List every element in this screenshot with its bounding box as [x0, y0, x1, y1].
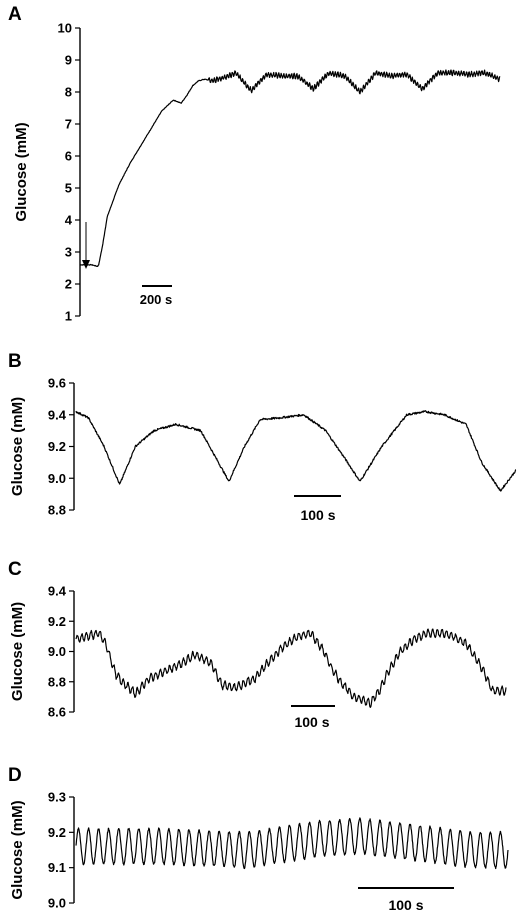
scale-bar-label: 100 s	[300, 507, 335, 523]
glucose-trace-line	[75, 628, 507, 708]
y-axis-label: Glucose (mM)	[9, 397, 26, 496]
y-tick-label: 9.3	[48, 790, 66, 805]
panel-label: B	[8, 351, 22, 372]
y-tick-label: 9.1	[48, 860, 66, 875]
scale-bar-label: 100 s	[294, 714, 329, 730]
glucose-trace-line	[75, 817, 509, 870]
y-axis-label: Glucose (mM)	[9, 602, 26, 701]
y-tick-label: 6	[65, 149, 72, 164]
panel-label: A	[8, 4, 22, 25]
y-tick-label: 9.2	[48, 825, 66, 840]
y-tick-label: 8.6	[48, 705, 66, 720]
y-tick-label: 9.0	[48, 471, 66, 486]
scale-bar-label: 100 s	[388, 897, 423, 913]
panel-b: B 8.8 9.0 9.2 9.4 9.6 Glucose (mM) 100 s	[8, 351, 517, 523]
y-tick-label: 9.0	[48, 644, 66, 659]
y-axis-label: Glucose (mM)	[13, 122, 30, 221]
panel-c: C 8.6 8.8 9.0 9.2 9.4 Glucose (mM) 100 s	[8, 559, 507, 730]
y-tick-label: 2	[65, 277, 72, 292]
panel-a: A 1 2 3 4 5 6 7 8 9 10 Glucose (mM) 200 s	[8, 4, 501, 324]
glucose-trace-line	[75, 410, 517, 492]
y-tick-label: 9.6	[48, 376, 66, 391]
y-tick-label: 5	[65, 181, 72, 196]
y-tick-label: 9.2	[48, 439, 66, 454]
y-tick-label: 3	[65, 245, 72, 260]
glucose-trace-line	[79, 69, 501, 267]
y-tick-label: 8	[65, 85, 72, 100]
y-tick-label: 9.2	[48, 614, 66, 629]
y-axis-label: Glucose (mM)	[9, 800, 26, 899]
arrow-head-icon	[82, 260, 90, 269]
y-tick-label: 4	[65, 213, 73, 228]
y-tick-label: 9	[65, 53, 72, 68]
panel-label: D	[8, 765, 22, 786]
panel-d: D 9.0 9.1 9.2 9.3 Glucose (mM) 100 s	[8, 765, 509, 913]
panel-label: C	[8, 559, 22, 580]
y-tick-label: 1	[65, 309, 72, 324]
y-tick-label: 10	[58, 21, 72, 36]
y-tick-label: 9.4	[48, 584, 67, 599]
y-tick-label: 9.4	[48, 407, 67, 422]
scale-bar-label: 200 s	[140, 292, 173, 307]
y-tick-label: 8.8	[48, 503, 66, 518]
y-tick-label: 9.0	[48, 896, 66, 911]
y-tick-label: 7	[65, 117, 72, 132]
y-tick-label: 8.8	[48, 674, 66, 689]
